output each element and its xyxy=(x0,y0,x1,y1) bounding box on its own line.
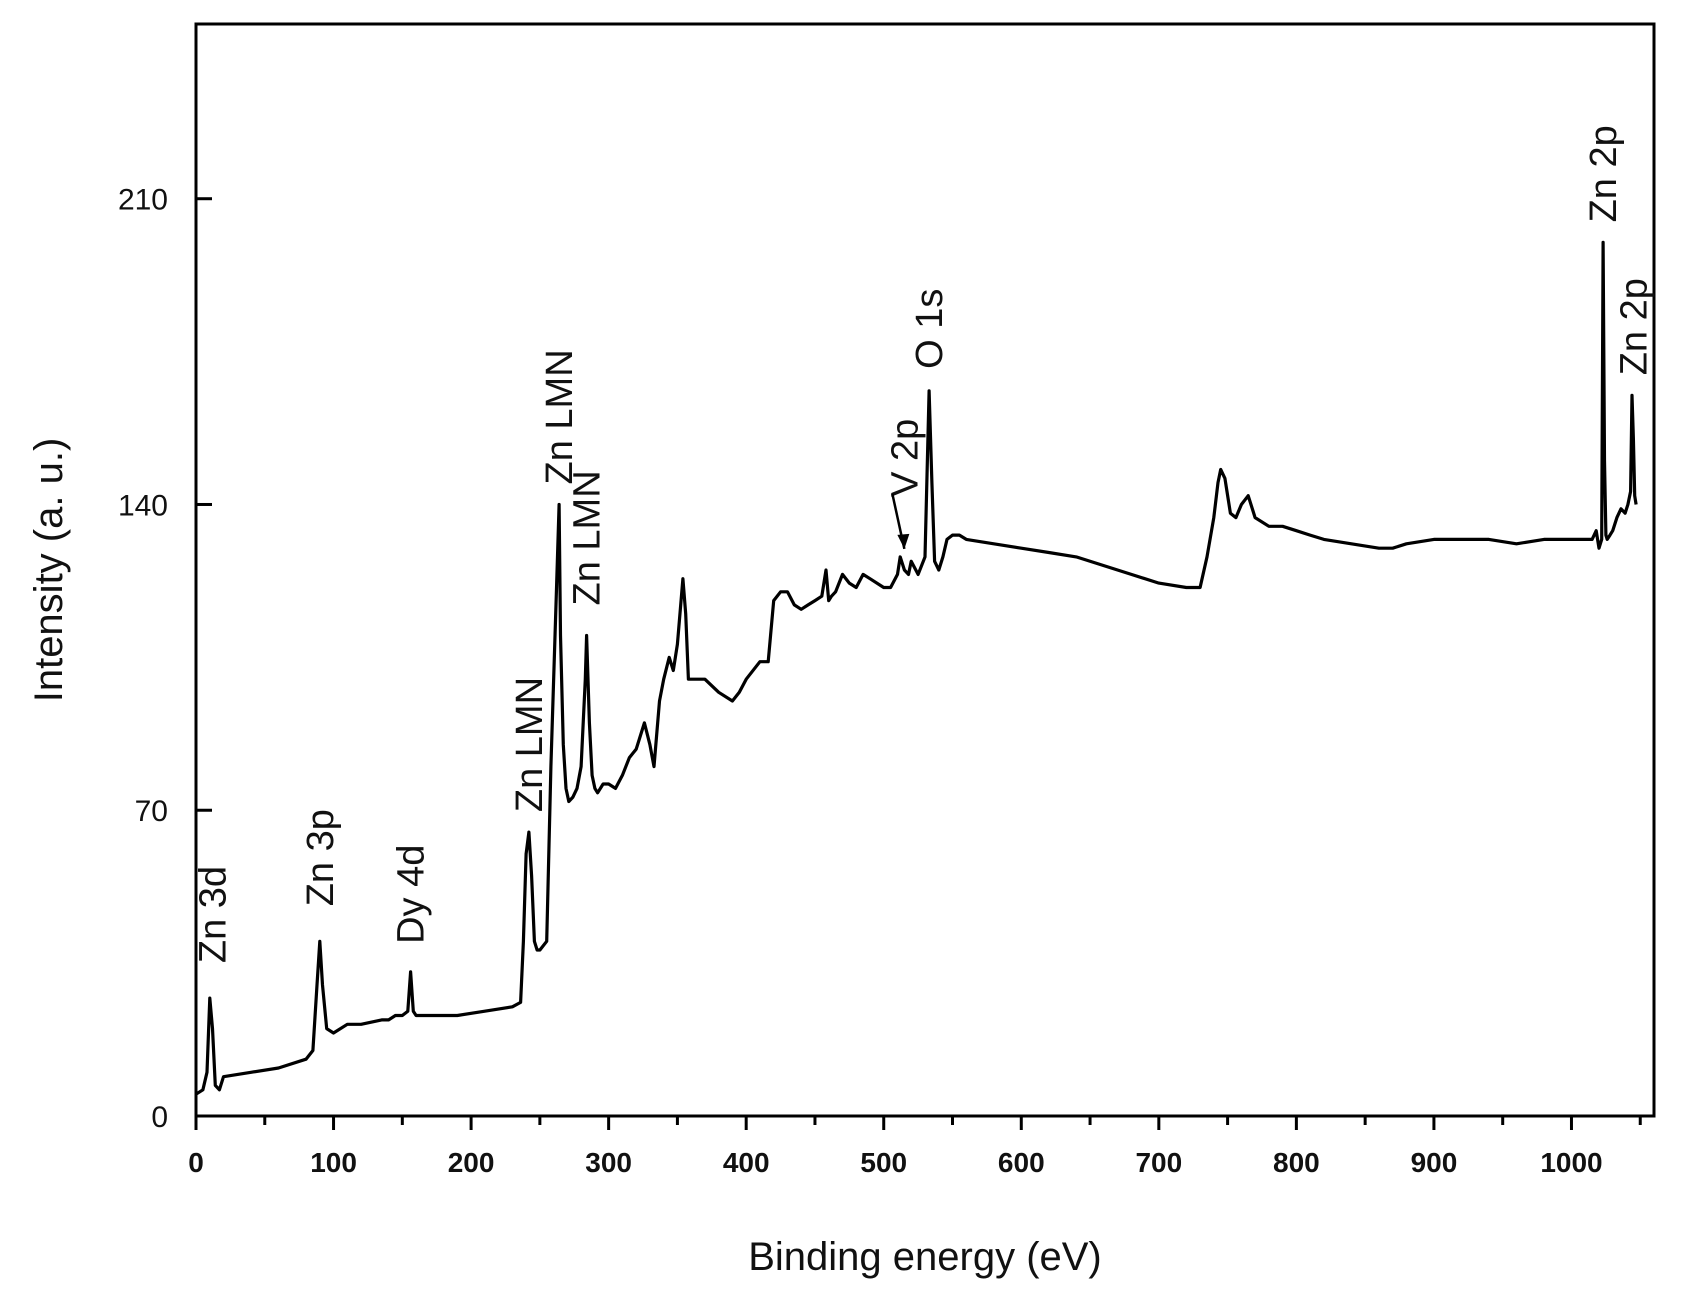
series-line xyxy=(195,240,1638,1096)
x-tick-label: 0 xyxy=(188,1147,204,1178)
y-tick-label: 0 xyxy=(151,1101,168,1134)
peak-label: Zn LMN xyxy=(539,349,581,484)
x-tick-label: 800 xyxy=(1273,1147,1320,1178)
y-axis: 0 70 140 210 xyxy=(118,184,212,1134)
peak-label: Zn 3d xyxy=(193,866,235,963)
plot-frame xyxy=(194,22,1656,1118)
x-axis-title: Binding energy (eV) xyxy=(748,1235,1102,1279)
x-tick-label: 100 xyxy=(310,1147,357,1178)
y-tick-label: 210 xyxy=(118,184,168,217)
v2p-arrow-head xyxy=(897,533,910,549)
x-tick-label: 300 xyxy=(585,1147,632,1178)
x-tick-label: 900 xyxy=(1411,1147,1458,1178)
y-axis-title: Intensity (a. u.) xyxy=(27,438,71,703)
x-axis: 0 100 200 300 400 500 600 700 800 900 1000 xyxy=(188,1116,1642,1178)
y-tick-label: 140 xyxy=(118,489,168,522)
peak-label: V 2p xyxy=(884,419,926,497)
y-tick-label: 70 xyxy=(135,795,168,828)
peak-label: Dy 4d xyxy=(391,845,433,944)
peak-label: Zn 2p xyxy=(1613,278,1655,375)
peak-label: Zn 2p xyxy=(1583,125,1625,222)
peak-label: Zn 3p xyxy=(300,809,342,906)
peak-label: O 1s xyxy=(909,289,951,369)
x-tick-label: 700 xyxy=(1135,1147,1182,1178)
x-tick-label: 600 xyxy=(998,1147,1045,1178)
x-tick-label: 200 xyxy=(448,1147,495,1178)
peak-label: Zn LMN xyxy=(509,677,551,812)
x-tick-label: 400 xyxy=(723,1147,770,1178)
x-tick-label: 500 xyxy=(860,1147,907,1178)
x-tick-label: 1000 xyxy=(1540,1147,1602,1178)
peak-label: Zn LMN xyxy=(567,470,609,605)
